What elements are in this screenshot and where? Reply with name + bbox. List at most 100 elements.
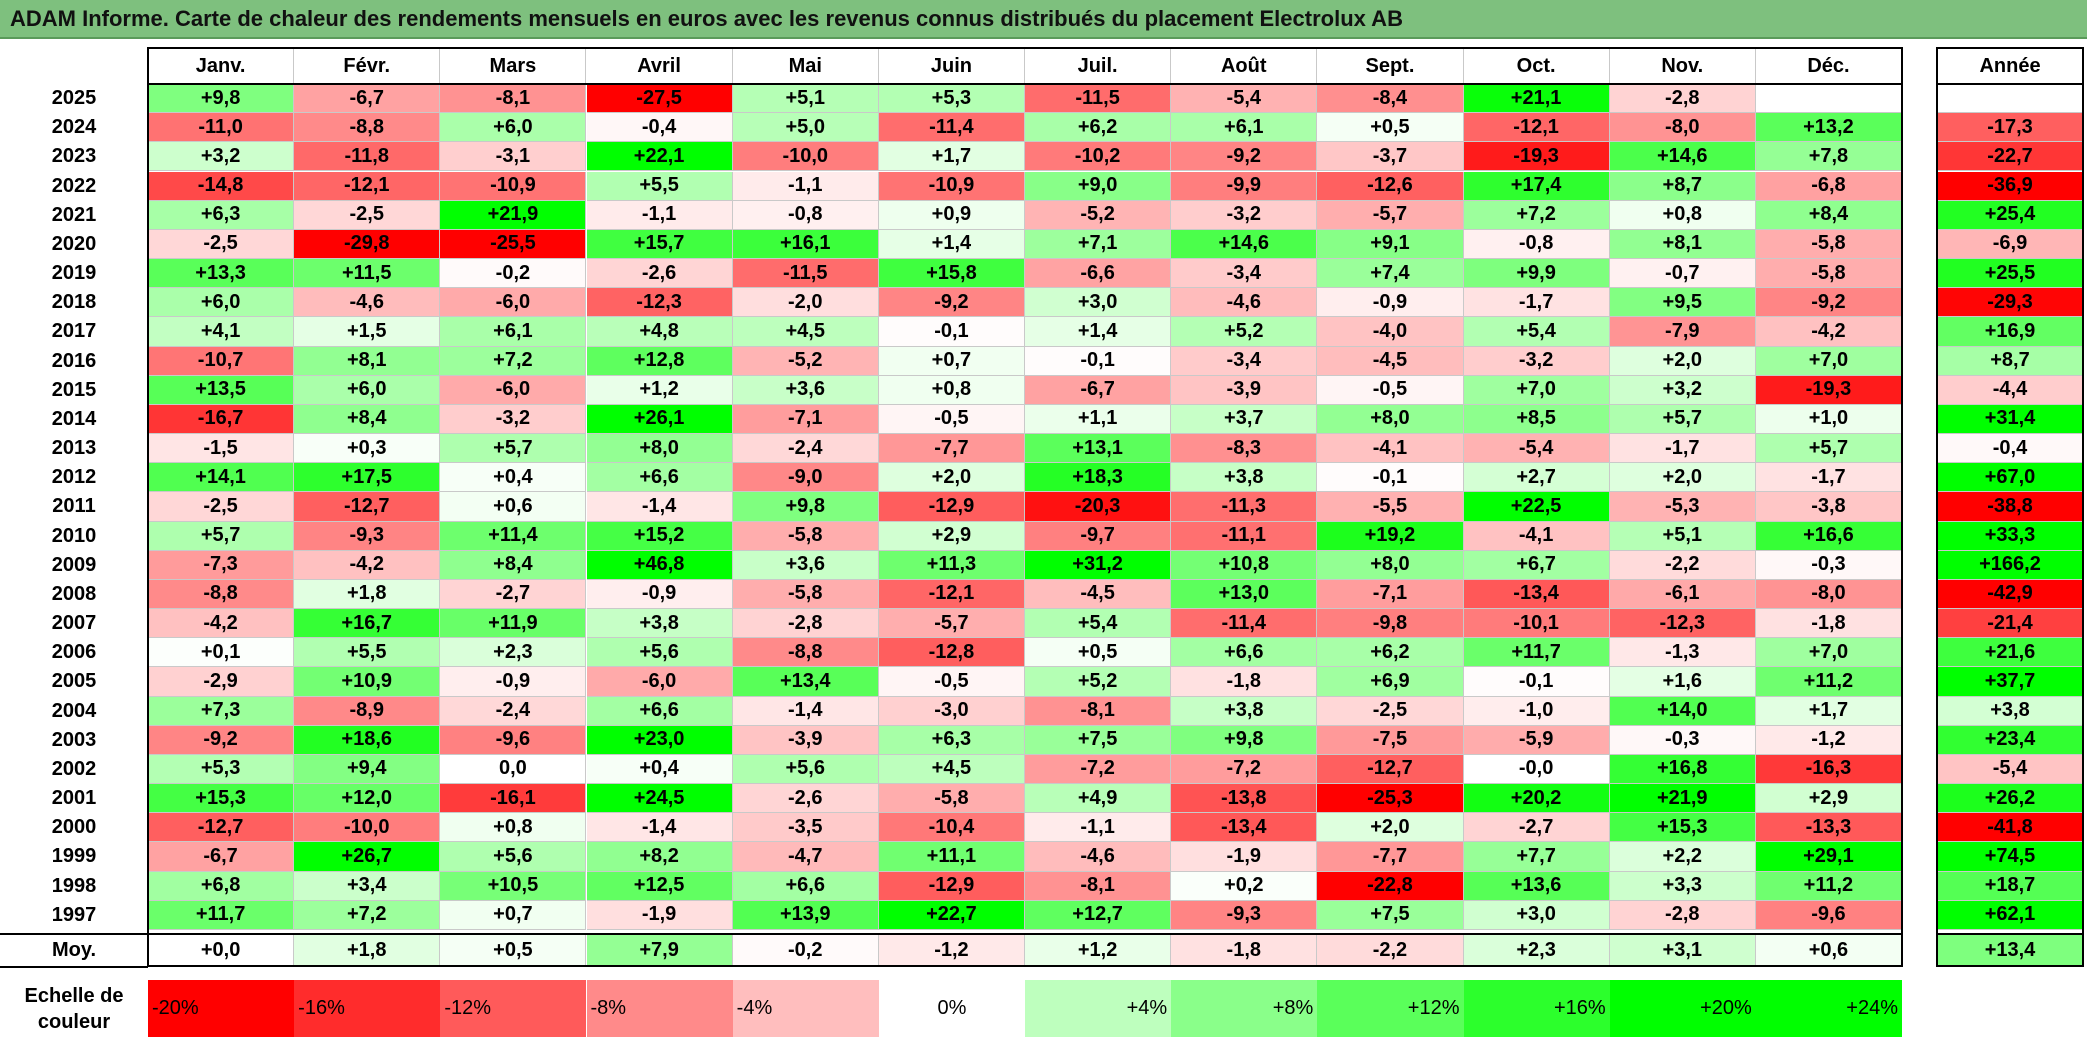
- heatmap-cell: +6,6: [732, 871, 879, 901]
- month-header: Août: [1171, 48, 1318, 84]
- month-header: Sept.: [1317, 48, 1464, 84]
- heatmap-cell: +7,2: [440, 346, 587, 376]
- heatmap-cell: -25,3: [1317, 784, 1464, 814]
- heatmap-cell: +0,8: [440, 813, 587, 843]
- heatmap-cell: +31,2: [1025, 550, 1172, 580]
- heatmap-cell: -5,3: [1609, 492, 1756, 522]
- heatmap-cell: +0,4: [440, 463, 587, 493]
- year-label: 2016: [51, 349, 97, 372]
- heatmap-cell: -29,8: [294, 229, 441, 259]
- heatmap-cell: -8,1: [440, 84, 587, 114]
- year-label: 2018: [51, 291, 97, 314]
- heatmap-cell: -6,7: [294, 84, 441, 114]
- heatmap-cell: -12,9: [878, 492, 1025, 522]
- annual-cell: +33,3: [1937, 521, 2083, 551]
- heatmap-cell: +3,2: [148, 142, 295, 172]
- average-cell: +1,8: [294, 934, 441, 966]
- average-annual-cell: +13,4: [1937, 934, 2083, 966]
- heatmap-cell: +3,0: [1025, 288, 1172, 318]
- heatmap-cell: -4,6: [294, 288, 441, 318]
- heatmap-cell: -7,5: [1317, 725, 1464, 755]
- heatmap-cell: +18,6: [294, 725, 441, 755]
- heatmap-cell: +10,5: [440, 871, 587, 901]
- heatmap-cell: -16,1: [440, 784, 587, 814]
- heatmap-cell: -0,4: [586, 113, 733, 143]
- year-label: 2019: [51, 262, 97, 285]
- annual-cell: -0,4: [1937, 434, 2083, 464]
- heatmap-cell: +1,6: [1609, 667, 1756, 697]
- heatmap-cell: +7,2: [294, 900, 441, 930]
- heatmap-cell: -6,0: [440, 288, 587, 318]
- average-rule: [0, 933, 1903, 935]
- heatmap-cell: +8,0: [586, 434, 733, 464]
- year-label: 2001: [51, 787, 97, 810]
- heatmap-cell: -5,4: [1171, 84, 1318, 114]
- heatmap-cell: +3,7: [1171, 404, 1318, 435]
- annual-cell: -4,4: [1937, 375, 2083, 405]
- year-label: 2023: [51, 145, 97, 168]
- heatmap-cell: +6,6: [1171, 638, 1318, 668]
- heatmap-cell: +9,9: [1463, 259, 1610, 289]
- heatmap-cell: +8,0: [1317, 550, 1464, 580]
- heatmap-cell: -7,2: [1025, 754, 1172, 785]
- heatmap-cell: -9,2: [1755, 288, 1903, 318]
- heatmap-cell: -9,2: [1171, 142, 1318, 172]
- heatmap-cell: +13,2: [1755, 113, 1903, 143]
- heatmap-cell: -8,4: [1317, 84, 1464, 114]
- heatmap-cell: +0,7: [878, 346, 1025, 376]
- heatmap-cell: -2,2: [1609, 550, 1756, 580]
- heatmap-cell: -11,5: [732, 259, 879, 289]
- heatmap-cell: -0,5: [878, 667, 1025, 697]
- heatmap-cell: +23,0: [586, 725, 733, 755]
- heatmap-cell: -0,8: [732, 200, 879, 230]
- annual-cell: -5,4: [1937, 754, 2083, 785]
- heatmap-cell: -11,0: [148, 113, 295, 143]
- scale-swatch: -4%: [732, 980, 879, 1037]
- heatmap-cell: -0,9: [1317, 288, 1464, 318]
- heatmap-cell: +9,5: [1609, 288, 1756, 318]
- heatmap-cell: -0,0: [1463, 754, 1610, 785]
- average-cell: +7,9: [586, 934, 733, 966]
- heatmap-cell: +11,1: [878, 842, 1025, 872]
- heatmap-cell: -9,6: [440, 725, 587, 755]
- average-cell: +0,5: [440, 934, 587, 966]
- heatmap-cell: +22,5: [1463, 492, 1610, 522]
- heatmap-cell: +10,8: [1171, 550, 1318, 580]
- heatmap-cell: +0,8: [878, 375, 1025, 405]
- heatmap-cell: +7,7: [1463, 842, 1610, 872]
- year-label: 2004: [51, 699, 97, 722]
- heatmap-cell: +24,5: [586, 784, 733, 814]
- heatmap-cell: -1,1: [732, 171, 879, 201]
- page-title: ADAM Informe. Carte de chaleur des rende…: [10, 6, 1403, 31]
- heatmap-cell: +7,5: [1317, 900, 1464, 930]
- annual-average-rule: [1937, 933, 2083, 935]
- heatmap-cell: -4,0: [1317, 317, 1464, 347]
- heatmap-cell: 0,0: [440, 754, 587, 785]
- heatmap-cell: +5,7: [440, 434, 587, 464]
- heatmap-cell: +6,6: [586, 696, 733, 726]
- heatmap-cell: +8,2: [586, 842, 733, 872]
- heatmap-cell: +6,2: [1025, 113, 1172, 143]
- heatmap-cell: -0,3: [1755, 550, 1903, 580]
- month-header: Juin: [878, 48, 1025, 84]
- month-header: Janv.: [148, 48, 295, 84]
- heatmap-cell: -10,1: [1463, 609, 1610, 639]
- heatmap-cell: -9,2: [148, 725, 295, 755]
- heatmap-cell: -10,0: [732, 142, 879, 172]
- heatmap-cell: +6,1: [440, 317, 587, 347]
- heatmap-cell: -6,0: [586, 667, 733, 697]
- heatmap-cell: -0,3: [1609, 725, 1756, 755]
- heatmap-cell: -9,3: [294, 521, 441, 551]
- year-header: Année: [1937, 48, 2083, 84]
- heatmap-cell: -1,7: [1755, 463, 1903, 493]
- heatmap-cell: +5,7: [1609, 404, 1756, 435]
- heatmap-cell: -9,9: [1171, 171, 1318, 201]
- heatmap-cell: -0,1: [1463, 667, 1610, 697]
- heatmap-cell: +16,1: [732, 229, 879, 259]
- heatmap-cell: -22,8: [1317, 871, 1464, 901]
- heatmap-cell: -5,8: [1755, 259, 1903, 289]
- heatmap-cell: +21,1: [1463, 84, 1610, 114]
- year-label: 2013: [51, 437, 97, 460]
- heatmap-cell: +6,7: [1463, 550, 1610, 580]
- scale-swatch: +20%: [1609, 980, 1756, 1037]
